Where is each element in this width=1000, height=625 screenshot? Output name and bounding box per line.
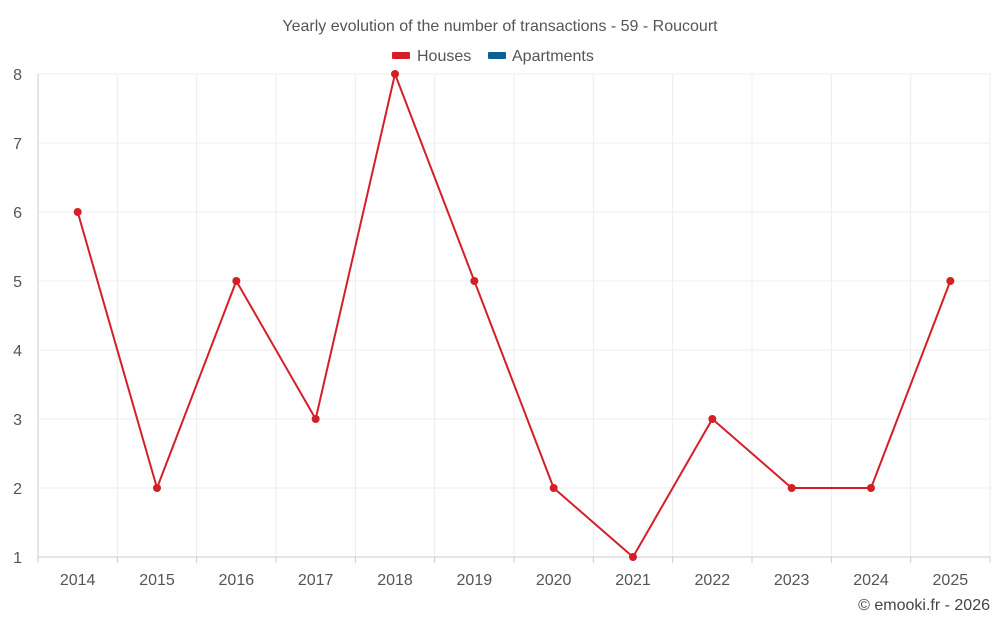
x-tick-label: 2017 (298, 572, 334, 589)
series (73, 70, 955, 561)
legend-swatch-apartments (488, 52, 506, 59)
y-tick-label: 5 (13, 274, 22, 291)
x-tick-label: 2016 (219, 572, 255, 589)
x-tick-label: 2024 (853, 572, 889, 589)
x-tick-label: 2023 (774, 572, 810, 589)
y-tick-label: 1 (13, 550, 22, 567)
y-tick-label: 7 (13, 136, 22, 153)
data-point-houses[interactable] (470, 277, 479, 285)
data-point-houses[interactable] (311, 415, 320, 423)
data-point-houses[interactable] (708, 415, 717, 423)
x-tick-label: 2019 (457, 572, 493, 589)
data-point-houses[interactable] (946, 277, 955, 285)
x-tick-label: 2020 (536, 572, 572, 589)
data-point-houses[interactable] (73, 208, 82, 216)
series-line-houses (76, 73, 952, 558)
legend-label-houses: Houses (417, 48, 471, 65)
data-point-houses[interactable] (153, 484, 161, 492)
axes: 1 2 3 4 5 6 7 8 2014 2015 2016 2017 2018 2019 2020 2021… (13, 67, 991, 589)
grid (38, 73, 991, 557)
x-tick-label: 2014 (60, 572, 96, 589)
x-tick-label: 2021 (615, 572, 651, 589)
x-tick-label: 2018 (377, 572, 413, 589)
legend: Houses Apartments (392, 48, 594, 65)
legend-item-apartments[interactable]: Apartments (488, 48, 594, 65)
data-point-houses[interactable] (629, 553, 637, 561)
y-tick-label: 3 (13, 412, 22, 429)
legend-label-apartments: Apartments (512, 48, 594, 65)
x-tick-label: 2025 (933, 572, 969, 589)
y-tick-label: 6 (13, 205, 22, 222)
data-point-houses[interactable] (391, 70, 399, 78)
y-tick-label: 4 (13, 343, 22, 360)
x-tick-label: 2022 (695, 572, 731, 589)
data-point-houses[interactable] (787, 484, 796, 492)
data-point-houses[interactable] (549, 484, 558, 492)
credit-text: © emooki.fr - 2026 (858, 597, 990, 614)
data-point-houses[interactable] (232, 277, 241, 285)
y-tick-label: 8 (13, 67, 22, 84)
x-tick-label: 2015 (139, 572, 175, 589)
y-tick-label: 2 (13, 481, 22, 498)
data-point-houses[interactable] (867, 484, 875, 492)
legend-item-houses[interactable]: Houses (392, 48, 471, 65)
legend-swatch-houses (392, 52, 410, 59)
chart-title: Yearly evolution of the number of transa… (282, 18, 718, 35)
